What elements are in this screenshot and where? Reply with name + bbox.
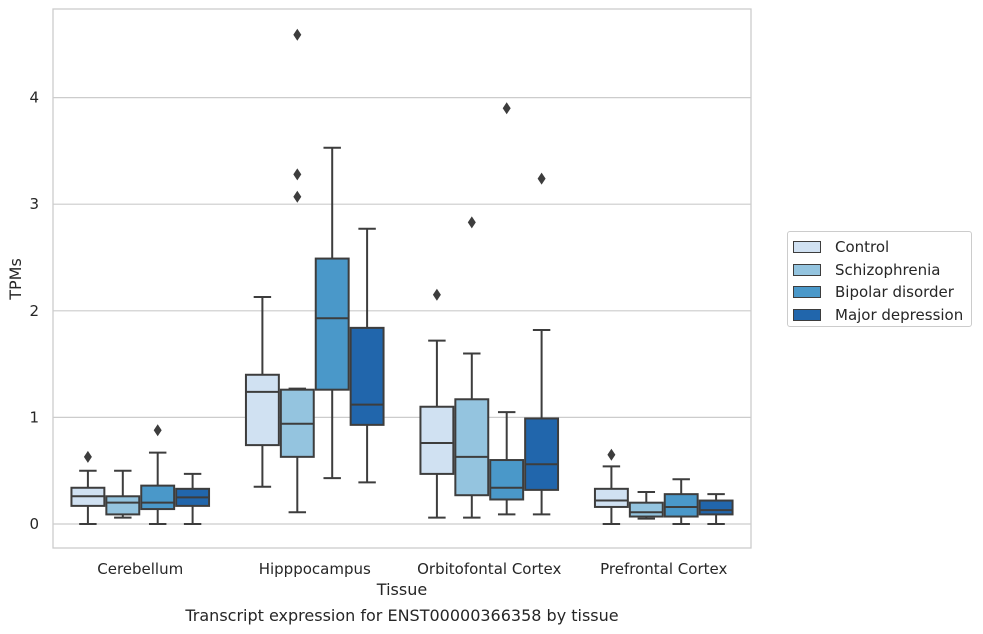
boxes [70, 28, 734, 525]
y-tick-labels: 0 1 2 3 4 [29, 89, 39, 533]
y-tick-label-2: 2 [29, 302, 39, 320]
outlier-0 [537, 172, 546, 185]
box-0-1 [244, 295, 280, 488]
legend-label-schizophrenia: Schizophrenia [835, 260, 941, 279]
x-tick-label-0: Cerebellum [97, 560, 183, 578]
legend-label-control: Control [835, 238, 890, 257]
box-0-0 [70, 450, 106, 525]
box-3-1 [349, 227, 385, 484]
y-tick-label-3: 3 [29, 195, 39, 213]
box-body [419, 405, 455, 475]
box-1-3 [628, 491, 664, 520]
x-tick-labels: Cerebellum Hipppocampus Orbitofontal Corte… [97, 560, 727, 578]
legend: Control Schizophrenia Bipolar disorder M… [787, 231, 972, 327]
gridlines [53, 96, 751, 525]
box-body [628, 501, 664, 518]
box-2-0 [140, 424, 176, 525]
box-2-2 [489, 102, 525, 516]
outlier-1 [293, 168, 302, 181]
y-tick-label-4: 4 [29, 89, 39, 107]
legend-item-major-depression: Major depression [793, 304, 971, 327]
x-tick-label-1: Hipppocampus [259, 560, 371, 578]
box-body [524, 417, 560, 491]
box-3-2 [524, 172, 560, 516]
y-tick-label-1: 1 [29, 408, 39, 426]
outlier-0 [607, 448, 616, 461]
x-axis-label: Tissue [376, 580, 427, 599]
box-body [314, 257, 350, 391]
legend-swatch-control [793, 241, 821, 254]
box-body [244, 373, 280, 447]
box-body [349, 326, 385, 426]
legend-swatch-major-depression [793, 308, 821, 321]
box-1-0 [105, 469, 141, 519]
y-axis-label: TPMs [6, 258, 25, 301]
box-body [489, 459, 525, 501]
box-body [140, 484, 176, 511]
outlier-0 [83, 450, 92, 463]
box-body [698, 499, 734, 516]
outlier-0 [153, 424, 162, 437]
outlier-0 [293, 190, 302, 203]
box-0-3 [593, 448, 629, 525]
box-1-2 [454, 216, 490, 519]
legend-label-major-depression: Major depression [835, 305, 964, 324]
y-tick-label-0: 0 [29, 515, 39, 533]
legend-swatch-bipolar-disorder [793, 286, 821, 299]
box-body [593, 487, 629, 508]
legend-swatch-schizophrenia [793, 263, 821, 276]
box-body [105, 495, 141, 516]
box-body [454, 398, 490, 497]
outlier-2 [293, 28, 302, 41]
box-1-1 [279, 28, 315, 514]
legend-item-control: Control [793, 236, 971, 259]
legend-item-schizophrenia: Schizophrenia [793, 259, 971, 282]
figure-caption: Transcript expression for ENST0000036635… [185, 606, 619, 625]
x-tick-label-2: Orbitofontal Cortex [417, 560, 561, 578]
box-0-2 [419, 288, 455, 519]
legend-label-bipolar-disorder: Bipolar disorder [835, 283, 954, 302]
box-2-3 [663, 478, 699, 525]
outlier-0 [432, 288, 441, 301]
plot-area [52, 8, 752, 549]
box-2-1 [314, 146, 350, 480]
legend-item-bipolar-disorder: Bipolar disorder [793, 281, 971, 304]
x-tick-label-3: Prefrontal Cortex [600, 560, 727, 578]
box-3-0 [175, 472, 211, 525]
box-body [663, 493, 699, 518]
outlier-0 [502, 102, 511, 115]
box-3-3 [698, 493, 734, 525]
outlier-0 [467, 216, 476, 229]
